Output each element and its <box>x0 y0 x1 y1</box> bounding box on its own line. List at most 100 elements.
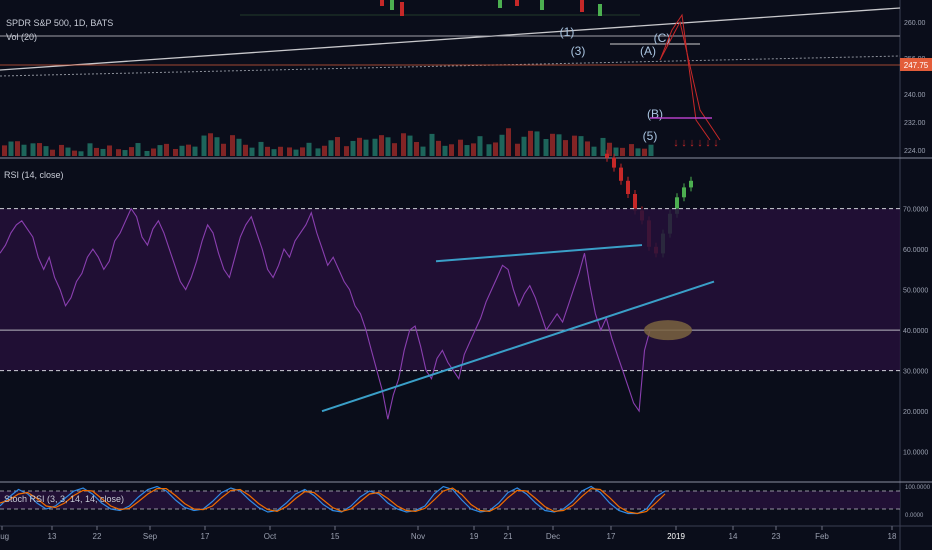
candle <box>682 187 686 198</box>
volume-bar <box>221 143 226 156</box>
candle <box>380 0 384 6</box>
volume-bar <box>607 142 612 156</box>
volume-bar <box>201 135 207 156</box>
volume-bar <box>37 143 42 156</box>
rsi-band <box>0 208 900 371</box>
volume-bar <box>563 140 568 156</box>
volume-bar <box>116 149 121 156</box>
volume-bar <box>192 146 198 156</box>
volume-bar <box>107 145 112 156</box>
wave-label: (A) <box>640 44 656 58</box>
volume-bar <box>414 142 419 156</box>
volume-bar <box>613 147 619 156</box>
projection-path <box>659 13 711 141</box>
rsi-tick-label: 50.0000 <box>903 288 928 295</box>
price-tick-label: 260.00 <box>904 20 926 27</box>
volume-bar <box>407 135 413 156</box>
volume-bar <box>236 138 242 156</box>
volume-bar <box>179 145 185 156</box>
volume-bar <box>278 146 283 156</box>
volume-bar <box>265 146 270 156</box>
price-tick-label: 232.00 <box>904 120 926 127</box>
wave-label: (B) <box>647 107 663 121</box>
volume-bar <box>306 142 312 156</box>
time-tick-label: 14 <box>729 532 738 541</box>
volume-bar <box>72 150 77 156</box>
stoch-label: Stoch RSI (3, 3, 14, 14, close) <box>4 494 125 504</box>
time-tick-label: 17 <box>607 532 616 541</box>
volume-bar <box>335 137 340 156</box>
candle <box>598 4 602 16</box>
volume-bar <box>449 144 454 156</box>
volume-bar <box>442 145 448 156</box>
long-trendline <box>0 7 901 71</box>
volume-bar <box>499 134 505 156</box>
volume-bar <box>600 137 606 156</box>
volume-bar <box>506 128 511 156</box>
rsi-tick-label: 30.0000 <box>903 369 928 376</box>
volume-bar <box>43 146 49 156</box>
volume-bar <box>578 136 584 156</box>
stoch-tick-label: 0.0000 <box>905 513 924 519</box>
candle <box>605 153 609 158</box>
volume-bar <box>363 139 369 156</box>
volume-bar <box>515 143 520 156</box>
time-tick-label: Nov <box>411 532 425 541</box>
volume-bar <box>287 147 292 156</box>
rsi-tick-label: 60.0000 <box>903 247 928 254</box>
rsi-tick-label: 40.0000 <box>903 328 928 335</box>
target-arrow-icon: ↓ <box>681 137 687 149</box>
rsi-lower-trendline <box>321 280 715 413</box>
time-tick-label: 18 <box>888 532 897 541</box>
candle <box>540 0 544 10</box>
volume-bar <box>328 140 334 156</box>
rsi-tick-label: 10.0000 <box>903 450 928 457</box>
volume-bar <box>157 145 163 156</box>
volume-bar <box>21 144 27 156</box>
candle <box>498 0 502 8</box>
volume-bar <box>528 130 533 156</box>
volume-bar <box>635 148 641 156</box>
volume-bar <box>493 142 498 156</box>
volume-bar <box>585 141 590 156</box>
volume-bar <box>129 147 134 156</box>
price-tick-label: 224.00 <box>904 148 926 155</box>
volume-bar <box>543 139 549 156</box>
time-tick-label: 21 <box>504 532 513 541</box>
rsi-label: RSI (14, close) <box>4 170 64 180</box>
stoch-tick-label: 100.0000 <box>905 485 931 491</box>
volume-bar <box>230 135 235 156</box>
volume-bar <box>30 143 36 156</box>
time-tick-label: 15 <box>331 532 340 541</box>
volume-bar <box>122 150 128 156</box>
volume-bar <box>379 135 384 156</box>
volume-bar <box>591 146 597 156</box>
wave-label: (5) <box>643 129 658 143</box>
candle <box>390 0 394 10</box>
symbol-title: SPDR S&P 500, 1D, BATS <box>6 18 114 28</box>
volume-bar <box>556 134 562 156</box>
stoch-series-line <box>0 487 666 515</box>
volume-bar <box>534 131 540 156</box>
volume-bar <box>572 135 577 156</box>
volume-bar <box>151 148 156 156</box>
candle <box>675 197 679 214</box>
volume-bar <box>271 149 277 156</box>
volume-bar <box>65 147 71 156</box>
volume-bar <box>486 144 492 156</box>
volume-bar <box>135 143 141 156</box>
target-arrow-icon: ↓ <box>697 137 703 149</box>
volume-bar <box>186 144 191 156</box>
volume-bar <box>50 149 55 156</box>
volume-bar <box>521 136 527 156</box>
dotted-trendline <box>0 55 901 77</box>
volume-bar <box>78 151 84 156</box>
wave-label: (C) <box>654 31 671 45</box>
last-price-label: 247.75 <box>904 61 929 70</box>
time-tick-label: 23 <box>772 532 781 541</box>
candle <box>633 194 637 211</box>
volume-bar <box>357 137 362 156</box>
volume-bar <box>8 141 14 156</box>
volume-bar <box>429 133 435 156</box>
